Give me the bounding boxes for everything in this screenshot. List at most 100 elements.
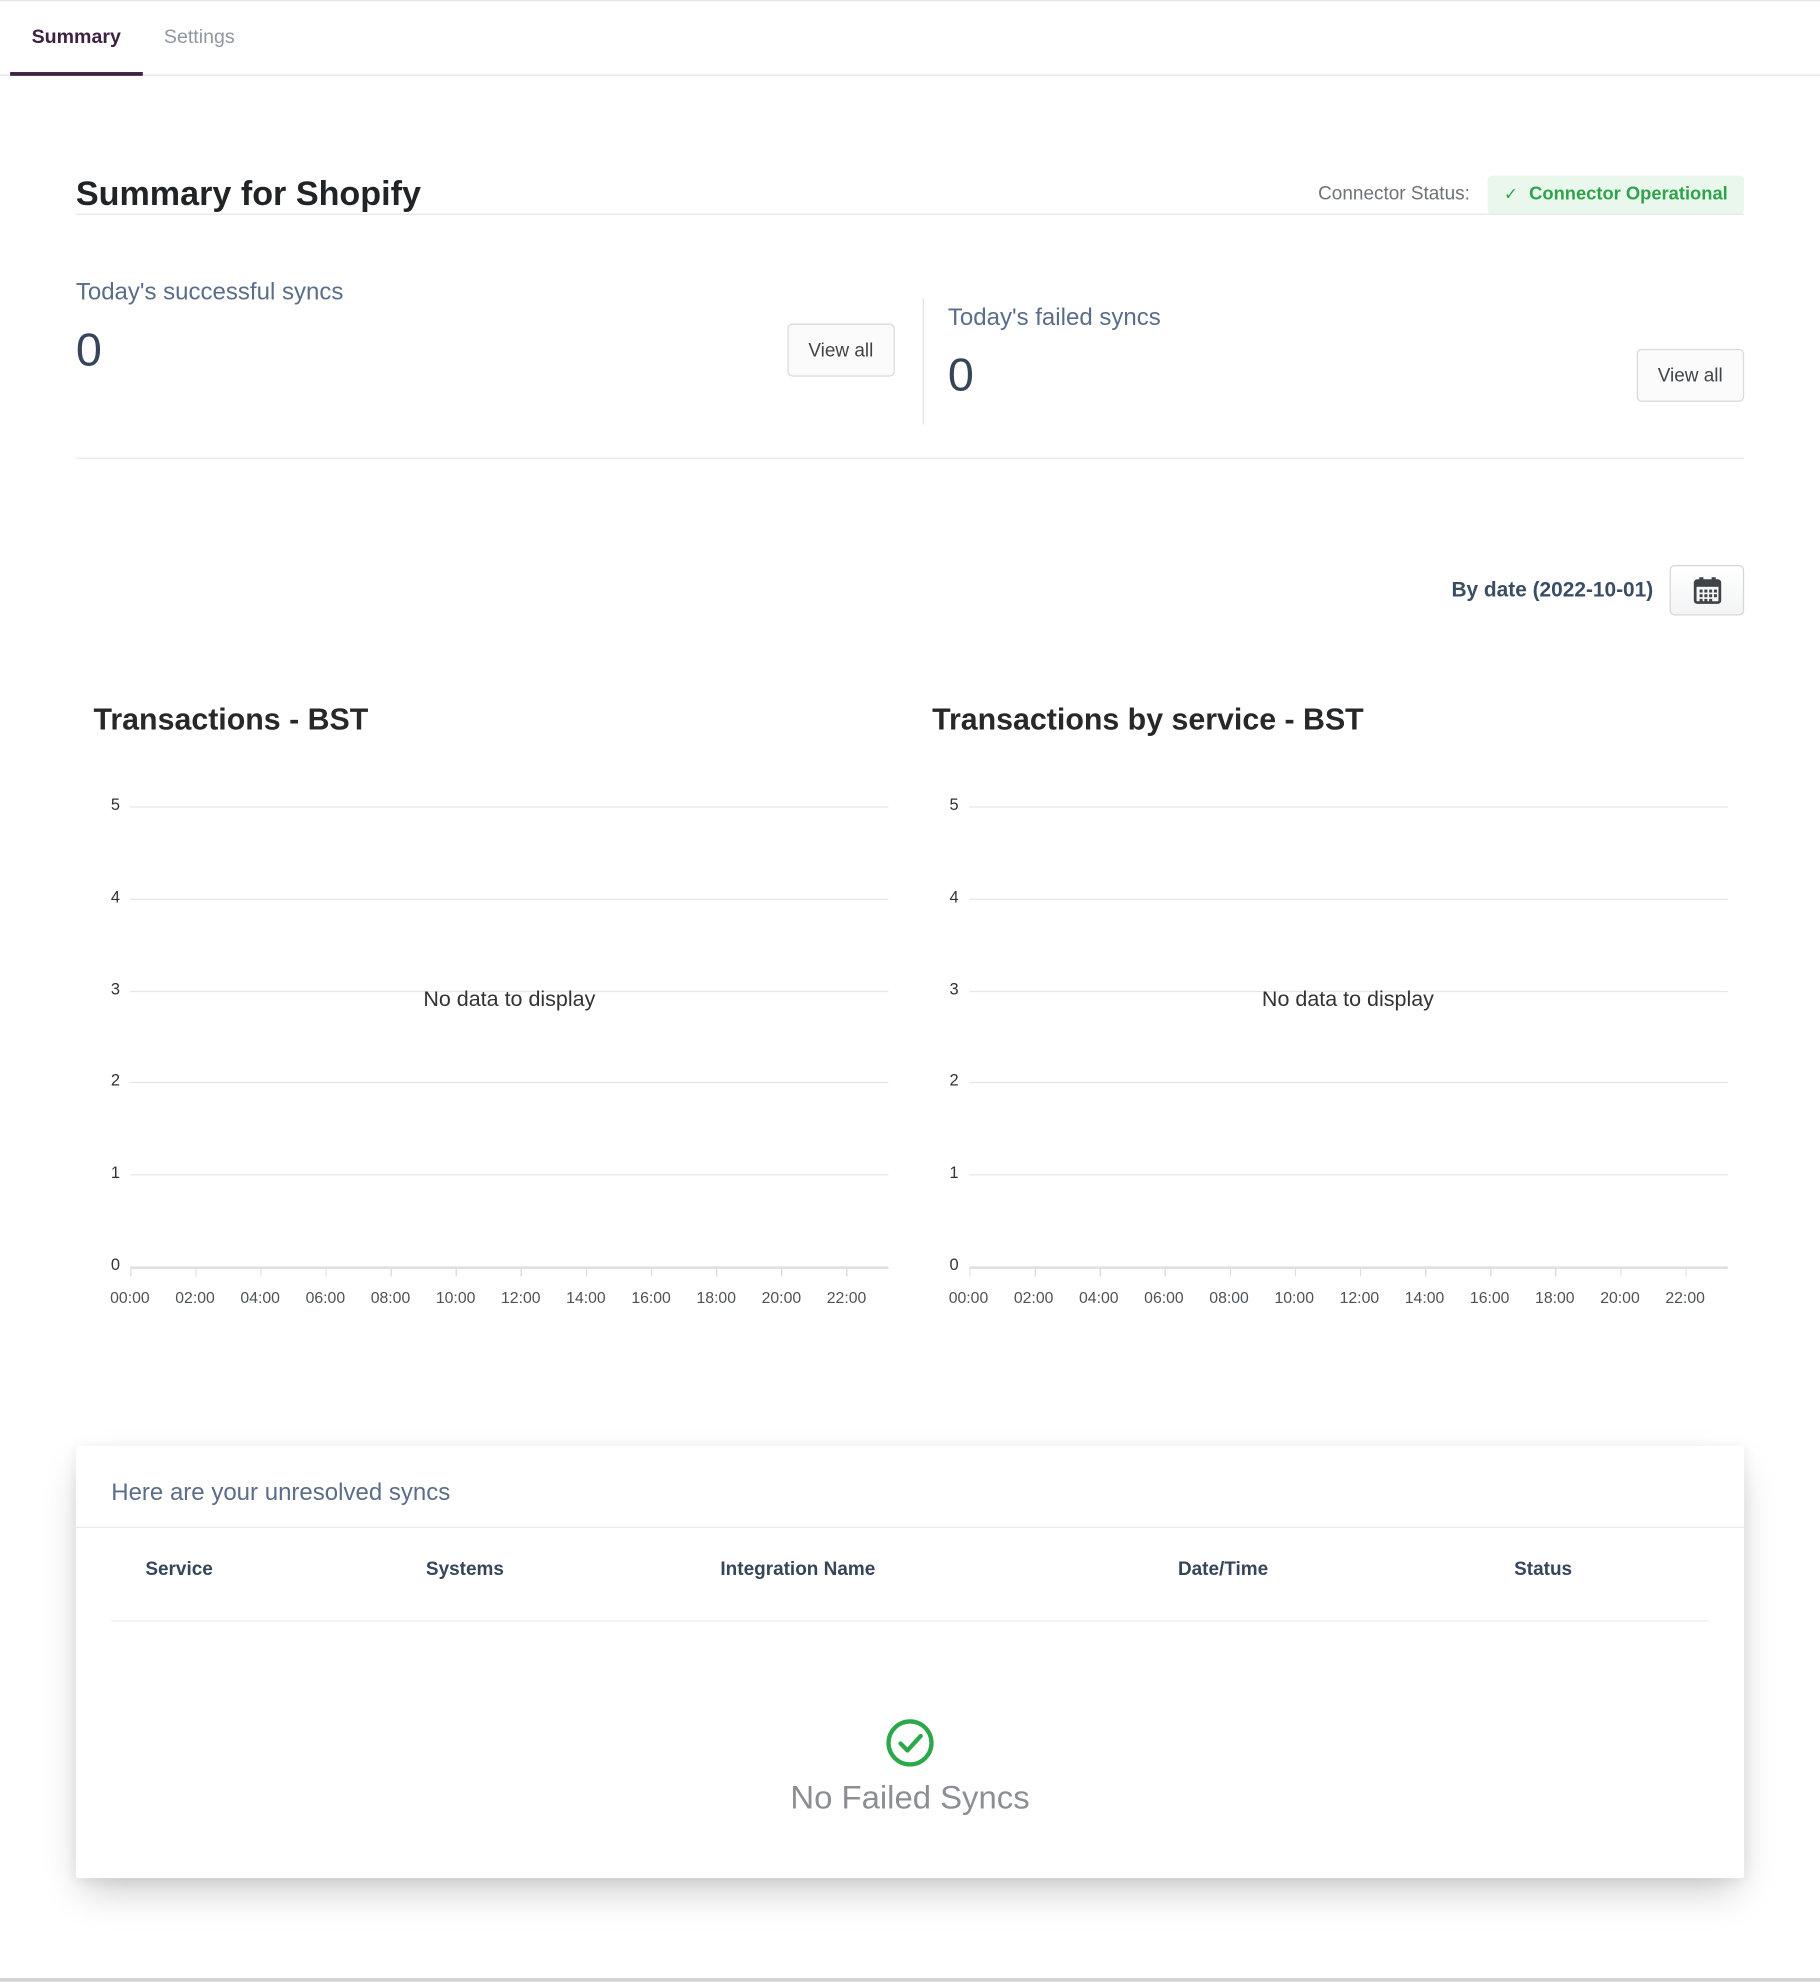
gridline [968,806,1728,808]
check-circle-icon [886,1719,934,1767]
tab-settings[interactable]: Settings [163,26,235,49]
x-tick-label: 08:00 [1209,1289,1249,1307]
y-tick-label: 3 [110,979,121,998]
calendar-icon [1693,577,1721,604]
gridline [130,990,889,992]
no-data-message: No data to display [423,987,596,1012]
y-tick-label: 4 [949,886,959,906]
x-tick-label: 16:00 [1469,1289,1510,1307]
unresolved-syncs-card: Here are your unresolved syncs Service Sy… [75,1445,1745,1879]
x-tick-label: 10:00 [435,1289,476,1307]
chart-plot-area: 5 4 3 2 1 [932,772,1744,1315]
status-badge-label: Connector Operational [1529,183,1728,205]
x-tick-label: 04:00 [1079,1289,1119,1307]
y-tick-label: 0 [949,1255,959,1274]
x-tick-label: 18:00 [1535,1289,1575,1307]
x-tick-label: 22:00 [1665,1289,1705,1307]
successful-syncs-title: Today's successful syncs [75,279,344,306]
chart-transactions: Transactions - BST 5 4 3 [94,691,906,1315]
date-filter: By date (2022-10-01) [76,564,1745,616]
unresolved-syncs-title: Here are your unresolved syncs [111,1480,451,1507]
x-tick-label: 00:00 [948,1289,989,1307]
gridline [130,806,889,808]
successful-syncs-card: Today's successful syncs 0 View all [76,215,923,458]
tab-bar: Summary Settings [0,0,1820,76]
connector-status-label: Connector Status: [1318,183,1470,205]
x-tick-label: 04:00 [240,1289,280,1307]
x-axis-labels: 00:00 02:00 04:00 06:00 08:00 10:00 12:00 14:00… [97,1289,879,1307]
x-axis-ticks [968,1268,1724,1277]
gridline [130,1082,889,1084]
vertical-divider [922,298,924,425]
gridline [968,1266,1728,1269]
x-tick-label: 02:00 [1013,1289,1054,1307]
x-tick-label: 14:00 [566,1289,606,1307]
table-header-cell: Date/Time [1177,1558,1269,1580]
chart-transactions-by-service: Transactions by service - BST 5 4 3 [932,691,1744,1315]
page-title: Summary for Shopify [75,174,421,213]
stats-section: Today's successful syncs 0 View all Toda… [76,215,1745,458]
main-content: Summary for Shopify Connector Status: ✓ … [0,174,1820,1315]
x-tick-label: 20:00 [1600,1289,1640,1307]
chart-title: Transactions - BST [93,702,369,737]
view-all-successful-button[interactable]: View all [786,323,895,377]
no-data-message: No data to display [1261,987,1434,1012]
table-header-cell: Systems [425,1558,504,1580]
date-filter-label: By date (2022-10-01) [1451,578,1654,601]
y-grid: 5 4 3 2 1 [932,795,1744,1274]
y-tick-label: 1 [110,1163,121,1182]
check-icon: ✓ [1504,184,1518,204]
failed-syncs-card: Today's failed syncs 0 View all [923,215,1745,458]
x-tick-label: 20:00 [761,1289,802,1307]
connector-status: Connector Status: ✓ Connector Operationa… [1318,175,1745,213]
failed-syncs-title: Today's failed syncs [947,304,1161,332]
x-tick-label: 18:00 [696,1289,736,1307]
gridline [130,1174,889,1176]
failed-syncs-count: 0 [947,348,974,401]
table-header-cell: Integration Name [720,1558,876,1580]
y-tick-label: 3 [949,979,959,998]
y-tick-label: 5 [110,794,121,814]
divider [75,1526,1745,1529]
y-tick-label: 4 [110,886,121,906]
y-tick-label: 1 [949,1163,959,1182]
divider [111,1620,1709,1622]
table-header-cell: Service [145,1558,213,1580]
status-badge: ✓ Connector Operational [1487,175,1745,213]
table-header-row: Service Systems Integration Name Date/Time S… [76,1528,1744,1620]
gridline [130,1266,889,1269]
x-axis-labels: 00:00 02:00 04:00 06:00 08:00 10:00 12:00 14:00… [936,1289,1718,1307]
divider [75,213,1745,215]
chart-plot-area: 5 4 3 2 1 [94,772,906,1315]
x-tick-label: 06:00 [1144,1289,1184,1307]
empty-state: No Failed Syncs [76,1622,1744,1818]
x-tick-label: 02:00 [175,1289,215,1307]
y-tick-label: 2 [110,1071,121,1090]
x-axis-ticks [130,1268,885,1277]
table-header-cell: Status [1514,1558,1573,1580]
successful-syncs-count: 0 [75,323,102,376]
gridline [968,990,1728,992]
gridline [968,1174,1728,1176]
x-tick-label: 06:00 [305,1289,346,1307]
gridline [968,1082,1728,1084]
bottom-strip [0,1977,1820,1982]
y-tick-label: 2 [949,1071,959,1090]
x-tick-label: 14:00 [1404,1289,1445,1307]
tab-summary[interactable]: Summary [10,1,142,76]
view-all-failed-button[interactable]: View all [1636,349,1745,403]
y-tick-label: 0 [110,1255,121,1274]
x-tick-label: 00:00 [110,1289,150,1307]
charts-section: Transactions - BST 5 4 3 [94,691,1745,1315]
x-tick-label: 12:00 [501,1289,541,1307]
x-tick-label: 08:00 [370,1289,411,1307]
gridline [968,898,1728,900]
gridline [130,898,889,900]
y-grid: 5 4 3 2 1 [94,795,906,1274]
empty-state-label: No Failed Syncs [790,1778,1030,1817]
y-tick-label: 5 [949,794,959,814]
date-picker-button[interactable] [1669,564,1745,616]
x-tick-label: 22:00 [826,1289,867,1307]
x-tick-label: 10:00 [1274,1289,1314,1307]
